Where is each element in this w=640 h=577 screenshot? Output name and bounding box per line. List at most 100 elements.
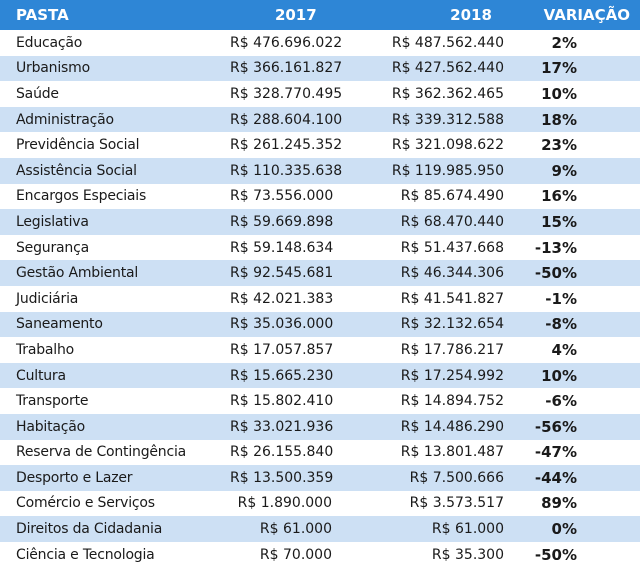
cell-2018: R$ 68.470.440 xyxy=(400,213,504,230)
cell-2018: R$ 61.000 xyxy=(431,521,504,538)
cell-2018: R$ 427.562.440 xyxy=(391,60,504,77)
cell-pasta: Saneamento xyxy=(16,316,103,333)
cell-variacao: -6% xyxy=(545,392,577,411)
cell-2017: R$ 59.669.898 xyxy=(230,213,334,230)
table-row: Saneamento R$ 35.036.000 R$ 32.132.654 -8% xyxy=(0,311,640,338)
cell-pasta: Transporte xyxy=(16,393,89,410)
cell-pasta: Comércio e Serviços xyxy=(16,495,155,512)
cell-pasta: Ciência e Tecnologia xyxy=(16,546,155,563)
cell-2018: R$ 41.541.827 xyxy=(400,290,504,307)
cell-variacao: 10% xyxy=(541,84,577,103)
cell-variacao: 4% xyxy=(551,340,577,359)
table-row: Trabalho R$ 17.057.857 R$ 17.786.217 4% xyxy=(0,337,640,363)
cell-variacao: 16% xyxy=(541,187,577,206)
cell-pasta: Educação xyxy=(16,34,83,51)
cell-variacao: -1% xyxy=(545,289,577,308)
cell-2017: R$ 288.604.100 xyxy=(230,111,343,128)
cell-2018: R$ 487.562.440 xyxy=(391,34,504,51)
cell-pasta: Encargos Especiais xyxy=(16,188,147,205)
table-body: Educação R$ 476.696.022 R$ 487.562.440 2% Ur… xyxy=(0,30,640,567)
table-row: Cultura R$ 15.665.230 R$ 17.254.992 10% xyxy=(0,362,640,389)
cell-variacao: -13% xyxy=(534,238,577,257)
cell-2017: R$ 73.556.000 xyxy=(230,188,334,205)
table-row: Judiciária R$ 42.021.383 R$ 41.541.827 -1% xyxy=(0,286,640,312)
cell-pasta: Legislativa xyxy=(16,213,89,230)
cell-2017: R$ 110.335.638 xyxy=(230,162,343,179)
cell-2017: R$ 61.000 xyxy=(259,521,332,538)
cell-2018: R$ 17.254.992 xyxy=(400,367,504,384)
cell-pasta: Urbanismo xyxy=(16,60,90,77)
cell-2017: R$ 1.890.000 xyxy=(237,495,332,512)
table-row: Gestão Ambiental R$ 92.545.681 R$ 46.344.3… xyxy=(0,260,640,286)
table-row: Encargos Especiais R$ 73.556.000 R$ 85.674… xyxy=(0,184,640,210)
cell-pasta: Administração xyxy=(16,111,114,128)
cell-variacao: 17% xyxy=(541,59,577,78)
cell-variacao: -50% xyxy=(534,545,577,564)
cell-2018: R$ 7.500.666 xyxy=(409,469,504,486)
table-row: Ciência e Tecnologia R$ 70.000 R$ 35.300 -5… xyxy=(0,542,640,568)
cell-pasta: Direitos da Cidadania xyxy=(16,521,163,538)
cell-variacao: 89% xyxy=(541,494,577,513)
cell-variacao: 10% xyxy=(541,366,577,385)
cell-2018: R$ 14.486.290 xyxy=(400,418,504,435)
cell-2017: R$ 59.148.634 xyxy=(230,239,334,256)
cell-2017: R$ 476.696.022 xyxy=(230,34,343,51)
cell-2017: R$ 15.802.410 xyxy=(230,393,334,410)
header-variacao: VARIAÇÃO xyxy=(543,6,630,24)
cell-2018: R$ 362.362.465 xyxy=(391,85,504,102)
cell-variacao: 9% xyxy=(551,161,577,180)
cell-pasta: Desporto e Lazer xyxy=(16,469,133,486)
table-row: Desporto e Lazer R$ 13.500.359 R$ 7.500.66… xyxy=(0,465,640,491)
table-row: Legislativa R$ 59.669.898 R$ 68.470.440 15% xyxy=(0,209,640,235)
header-2018: 2018 xyxy=(450,6,492,24)
cell-pasta: Reserva de Contingência xyxy=(16,444,187,461)
header-pasta: PASTA xyxy=(16,6,69,24)
cell-variacao: -47% xyxy=(534,443,577,462)
cell-variacao: 15% xyxy=(541,212,577,231)
cell-pasta: Segurança xyxy=(16,239,89,256)
table-row: Segurança R$ 59.148.634 R$ 51.437.668 -13% xyxy=(0,235,640,261)
table-row: Direitos da Cidadania R$ 61.000 R$ 61.000 0… xyxy=(0,516,640,542)
cell-2017: R$ 26.155.840 xyxy=(230,444,334,461)
cell-2018: R$ 14.894.752 xyxy=(400,393,504,410)
cell-2018: R$ 51.437.668 xyxy=(400,239,504,256)
cell-2017: R$ 35.036.000 xyxy=(230,316,334,333)
cell-pasta: Judiciária xyxy=(16,290,79,307)
table-row: Reserva de Contingência R$ 26.155.840 R$ 1… xyxy=(0,440,640,466)
cell-pasta: Habitação xyxy=(16,418,85,435)
cell-2017: R$ 366.161.827 xyxy=(230,60,343,77)
cell-2018: R$ 321.098.622 xyxy=(391,137,504,154)
cell-variacao: 23% xyxy=(541,136,577,155)
table-row: Previdência Social R$ 261.245.352 R$ 321.0… xyxy=(0,132,640,158)
table-header: PASTA 2017 2018 VARIAÇÃO xyxy=(0,0,640,30)
table-row: Habitação R$ 33.021.936 R$ 14.486.290 -56% xyxy=(0,413,640,440)
cell-variacao: 0% xyxy=(551,520,577,539)
cell-pasta: Assistência Social xyxy=(16,162,137,179)
cell-2018: R$ 119.985.950 xyxy=(391,162,504,179)
cell-2018: R$ 46.344.306 xyxy=(400,265,504,282)
table-row: Assistência Social R$ 110.335.638 R$ 119.9… xyxy=(0,157,640,184)
table-row: Comércio e Serviços R$ 1.890.000 R$ 3.573.… xyxy=(0,491,640,517)
cell-variacao: -50% xyxy=(534,264,577,283)
table-row: Administração R$ 288.604.100 R$ 339.312.58… xyxy=(0,106,640,133)
cell-2017: R$ 15.665.230 xyxy=(230,367,334,384)
cell-2017: R$ 328.770.495 xyxy=(230,85,343,102)
cell-pasta: Previdência Social xyxy=(16,137,140,154)
cell-pasta: Saúde xyxy=(16,85,59,102)
cell-2018: R$ 35.300 xyxy=(431,546,504,563)
cell-2017: R$ 261.245.352 xyxy=(230,137,343,154)
cell-2017: R$ 70.000 xyxy=(259,546,332,563)
cell-2018: R$ 339.312.588 xyxy=(391,111,504,128)
cell-variacao: -8% xyxy=(545,315,577,334)
cell-2017: R$ 92.545.681 xyxy=(230,265,334,282)
cell-2018: R$ 32.132.654 xyxy=(400,316,504,333)
table-row: Saúde R$ 328.770.495 R$ 362.362.465 10% xyxy=(0,81,640,107)
cell-2017: R$ 17.057.857 xyxy=(230,341,334,358)
cell-variacao: -44% xyxy=(534,468,577,487)
cell-2018: R$ 13.801.487 xyxy=(400,444,504,461)
cell-2018: R$ 85.674.490 xyxy=(400,188,504,205)
cell-variacao: 18% xyxy=(541,110,577,129)
table-row: Urbanismo R$ 366.161.827 R$ 427.562.440 17% xyxy=(0,55,640,82)
cell-variacao: 2% xyxy=(551,33,577,52)
